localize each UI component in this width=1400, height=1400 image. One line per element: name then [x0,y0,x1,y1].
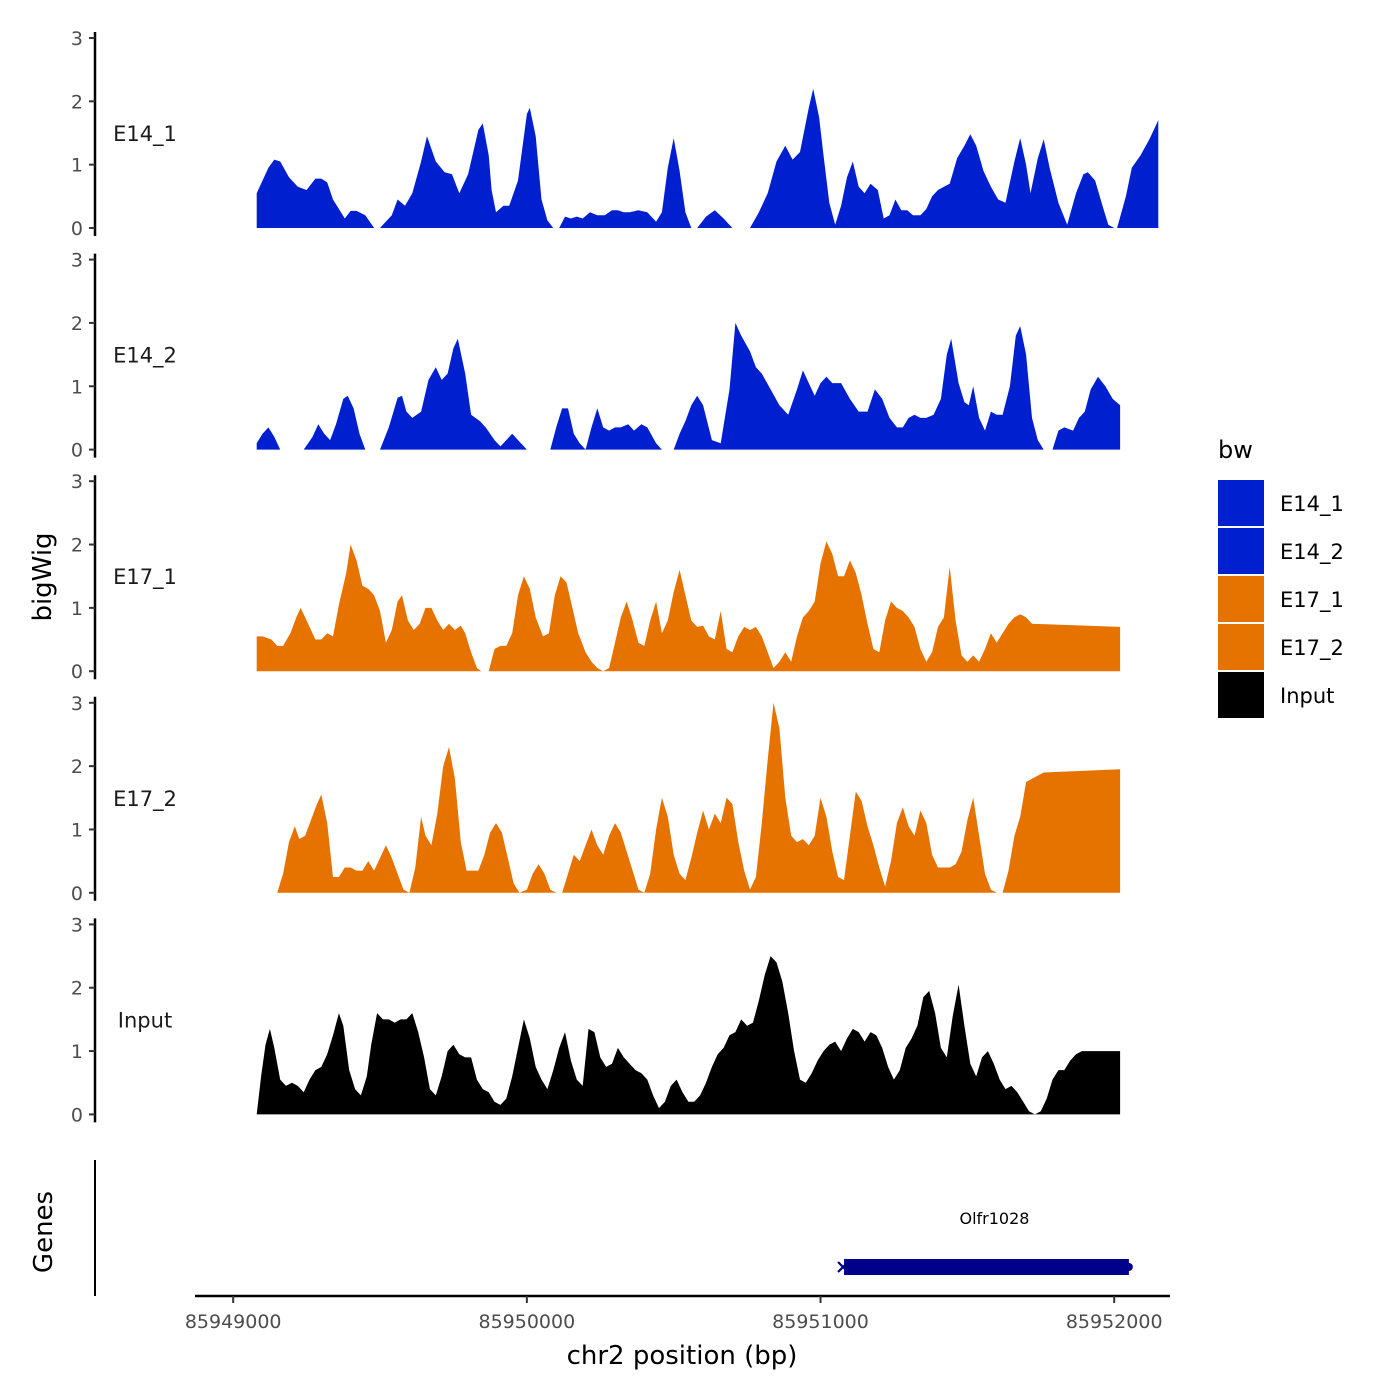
y-tick-label: 0 [71,218,83,240]
panel-label: E14_1 [113,122,177,147]
gene-track: Genes Olfr1028 [29,1160,1133,1296]
legend-label: Input [1280,684,1334,708]
signal-panels: 0 1 2 3 E14_1 0 1 2 3 E14_2 0 1 2 3 E17_1 0 1 2 3 E17_2 0 1 2 3… [71,28,1159,1126]
y-tick-label: 2 [71,91,83,113]
signal-area-e14-2 [256,322,1121,450]
y-tick-label: 1 [71,819,83,841]
legend-label: E14_2 [1280,540,1344,565]
panel-e14-1: 0 1 2 3 E14_1 [71,28,1159,240]
y-tick-label: 2 [71,313,83,335]
y-tick-label: 3 [71,471,83,493]
legend-label: E14_1 [1280,492,1344,517]
panel-e17-2: 0 1 2 3 E17_2 [71,693,1121,905]
gene-end-marker [1124,1263,1133,1271]
y-tick-label: 0 [71,661,83,683]
panel-e17-1: 0 1 2 3 E17_1 [71,471,1121,683]
legend-title: bw [1218,436,1253,464]
y-tick-label: 0 [71,1104,83,1126]
y-axis-title: bigWig [28,532,58,621]
y-tick-label: 3 [71,914,83,936]
legend-key [1218,672,1264,718]
x-axis: 85949000 85950000 85951000 85952000 [185,1294,1170,1333]
legend-label: E17_2 [1280,636,1344,661]
y-tick-label: 0 [71,883,83,905]
x-tick-label: 85950000 [478,1311,575,1333]
signal-area-e17-2 [277,702,1121,893]
legend-key [1218,576,1264,622]
x-tick-label: 85952000 [1066,1311,1163,1333]
gene-start-marker [837,1261,849,1273]
x-axis-title: chr2 position (bp) [567,1341,798,1371]
gene-label: Olfr1028 [959,1209,1029,1228]
y-tick-label: 1 [71,155,83,177]
y-tick-label: 3 [71,250,83,272]
panel-label: E17_1 [113,565,177,590]
y-tick-label: 1 [71,1041,83,1063]
x-tick-label: 85951000 [772,1311,869,1333]
y-tick-label: 0 [71,440,83,462]
panel-label: Input [118,1008,172,1032]
panel-e14-2: 0 1 2 3 E14_2 [71,250,1121,462]
signal-area-e17-1 [256,541,1121,672]
legend-key [1218,480,1264,526]
y-tick-label: 1 [71,598,83,620]
gene-track-title: Genes [29,1191,59,1273]
panel-label: E14_2 [113,344,177,369]
legend-key [1218,624,1264,670]
legend: bw E14_1 E14_2 E17_1 E17_2 Input [1218,436,1344,718]
legend-label: E17_1 [1280,588,1344,613]
y-tick-label: 2 [71,535,83,557]
y-tick-label: 1 [71,376,83,398]
y-tick-label: 2 [71,978,83,1000]
panel-input: 0 1 2 3 Input [71,914,1121,1126]
signal-area-e14-1 [256,88,1159,228]
y-tick-label: 2 [71,756,83,778]
signal-area-input [256,956,1121,1115]
gene-body-olfr1028 [844,1259,1129,1275]
legend-key [1218,528,1264,574]
panel-label: E17_2 [113,787,177,812]
y-tick-label: 3 [71,28,83,50]
y-tick-label: 3 [71,693,83,715]
x-tick-label: 85949000 [185,1311,282,1333]
